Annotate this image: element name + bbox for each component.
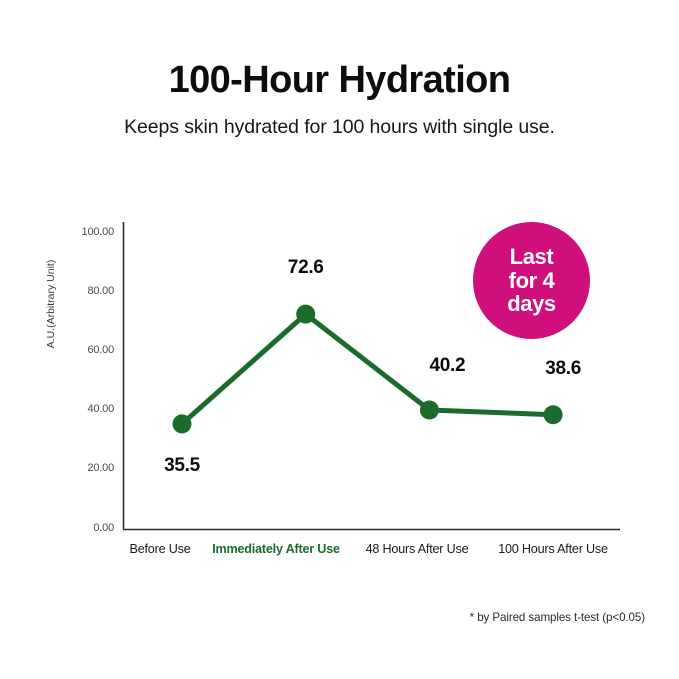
y-axis-tick-0: 0.00 bbox=[93, 521, 114, 534]
data-point-marker bbox=[543, 405, 563, 425]
x-axis-label-0: Before Use bbox=[129, 542, 191, 556]
data-point-marker bbox=[419, 400, 439, 420]
y-axis-tick-60: 60.00 bbox=[87, 343, 114, 356]
page-subtitle: Keeps skin hydrated for 100 hours with s… bbox=[124, 115, 555, 138]
y-axis-title: A.U.(Arbitrary Unit) bbox=[45, 259, 57, 349]
last-for-4-days-badge: Last for 4 days bbox=[473, 222, 590, 339]
data-series-markers bbox=[172, 304, 563, 434]
data-label-2: 40.2 bbox=[429, 355, 466, 376]
data-label-1: 72.6 bbox=[287, 257, 324, 279]
data-point-marker bbox=[296, 304, 316, 324]
page-title: 100-Hour Hydration bbox=[168, 59, 511, 101]
significance-footnote: * by Paired samples t-test (p<0.05) bbox=[469, 611, 645, 624]
data-label-0: 35.5 bbox=[164, 454, 200, 476]
data-series-line bbox=[179, 311, 556, 427]
x-axis-label-3: 100 Hours After Use bbox=[498, 542, 608, 556]
y-axis-tick-80: 80.00 bbox=[87, 284, 114, 297]
x-axis-category-labels: Before Use Immediately After Use 48 Hours … bbox=[0, 542, 679, 564]
badge-label: Last for 4 days bbox=[507, 244, 556, 317]
x-axis-label-2: 48 Hours After Use bbox=[365, 542, 469, 556]
x-axis-label-1: Immediately After Use bbox=[212, 542, 340, 556]
data-point-marker bbox=[172, 414, 192, 434]
y-axis-tick-100: 100.00 bbox=[81, 225, 115, 238]
chart-header: 100-Hour Hydration Keeps skin hydrated f… bbox=[0, 59, 679, 139]
y-axis-tick-20: 20.00 bbox=[87, 462, 114, 475]
y-axis-tick-40: 40.00 bbox=[87, 403, 114, 416]
data-label-3: 38.6 bbox=[545, 357, 581, 379]
